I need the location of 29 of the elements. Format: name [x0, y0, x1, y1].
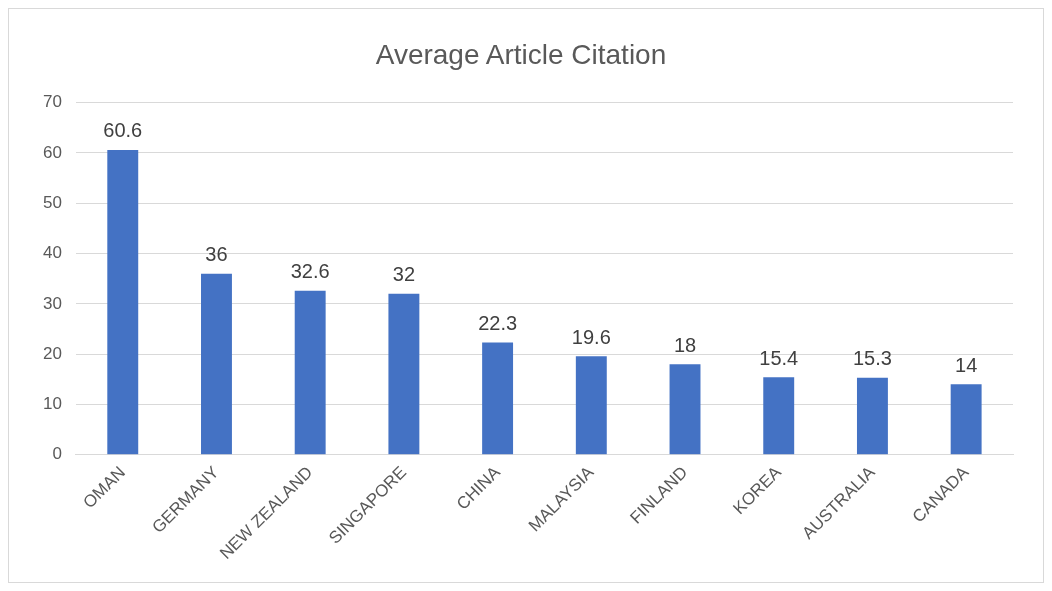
bar [388, 293, 420, 455]
y-tick-label: 50 [42, 192, 62, 212]
bar [763, 377, 795, 455]
data-label: 32 [392, 263, 416, 286]
bar [482, 342, 514, 455]
y-tick-label: 60 [42, 142, 62, 162]
y-tick-label: 10 [42, 394, 62, 414]
y-tick-label: 20 [42, 343, 62, 363]
bar [575, 356, 607, 455]
bar [950, 384, 982, 455]
bar [856, 377, 888, 455]
data-label: 15.3 [852, 347, 892, 370]
y-tick-label: 0 [52, 444, 62, 464]
chart-title: Average Article Citation [375, 38, 667, 70]
y-tick-label: 40 [42, 243, 62, 263]
data-label: 36 [205, 243, 228, 266]
bar [201, 273, 232, 455]
data-label: 60.6 [103, 119, 143, 142]
data-label: 19.6 [571, 325, 611, 348]
data-label: 22.3 [478, 312, 518, 335]
data-label: 18 [673, 333, 697, 356]
data-label: 14 [955, 353, 978, 376]
y-tick-label: 30 [42, 293, 62, 313]
y-tick-label: 70 [42, 92, 62, 112]
bar [294, 290, 326, 455]
bar [107, 149, 139, 455]
data-label: 32.6 [290, 260, 330, 283]
data-label: 15.4 [759, 346, 799, 369]
bar [669, 364, 701, 455]
